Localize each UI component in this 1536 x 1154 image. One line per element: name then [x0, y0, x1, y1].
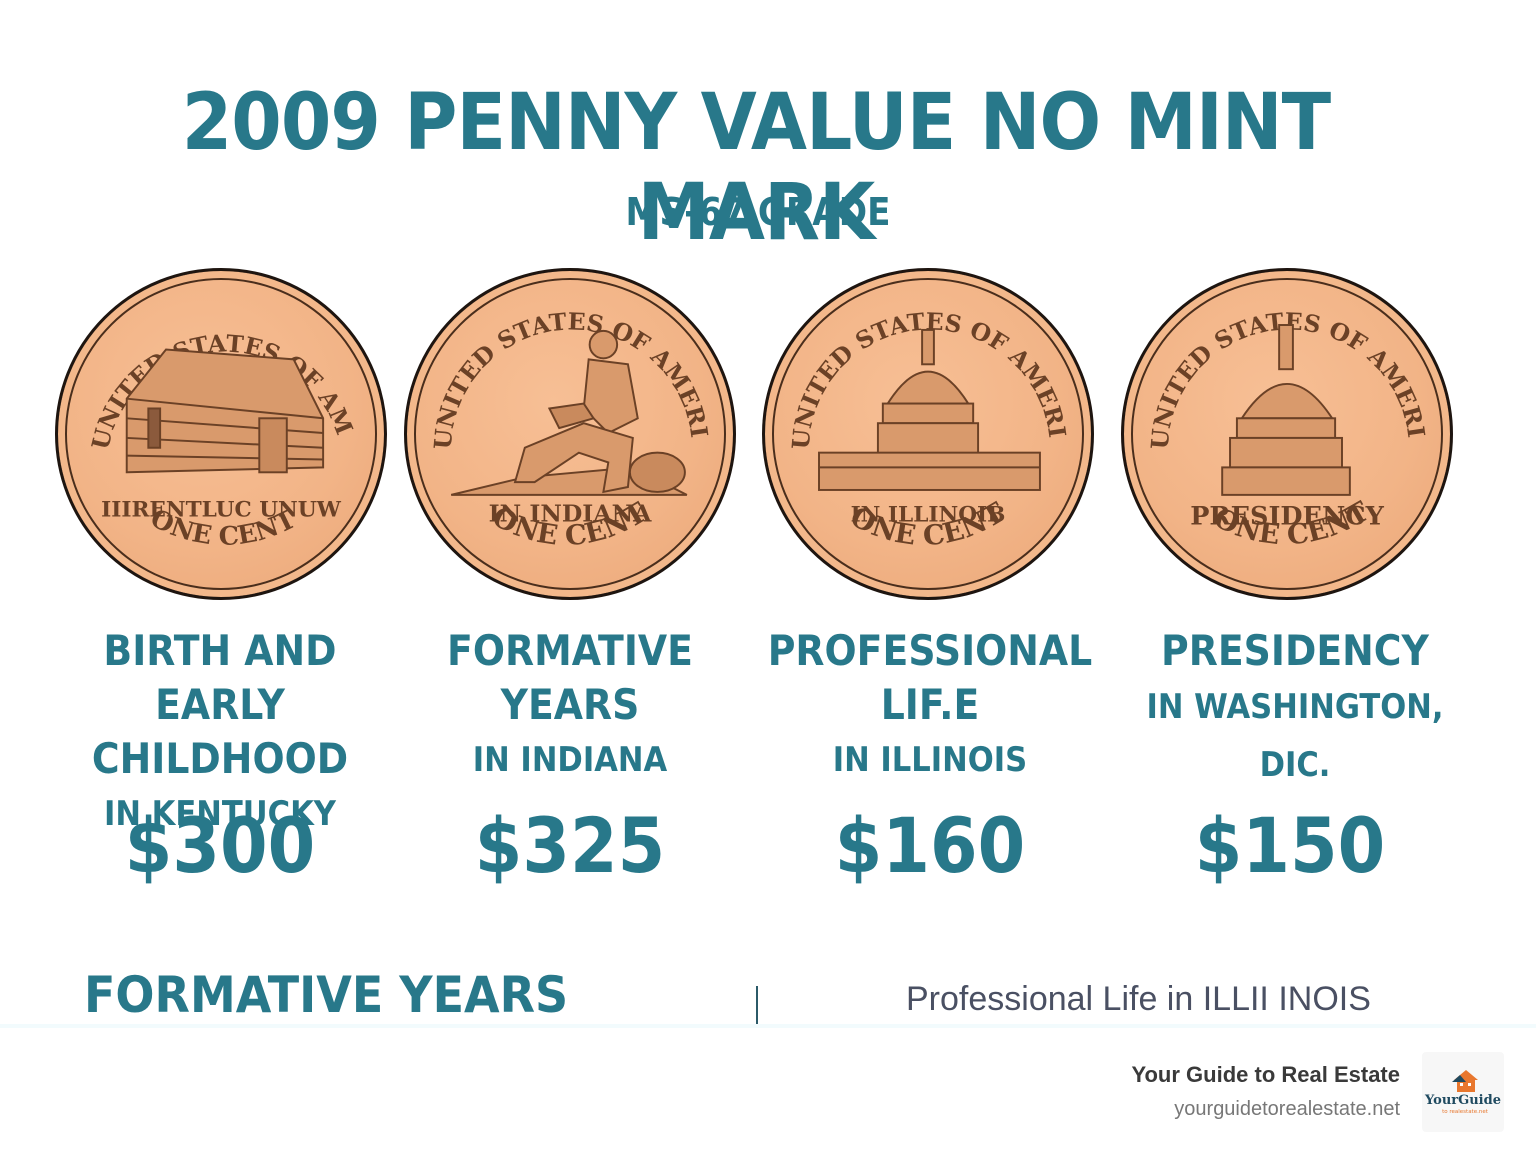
coin-label-presidency: PRESIDENCY IN WASHINGTON, DIC.	[1146, 626, 1444, 785]
capitol-building-icon: UNITED STATES OF AMERICA IN ILLINOIB ONE…	[765, 271, 1071, 552]
svg-text:YourGuide: YourGuide	[1424, 1093, 1501, 1108]
price-indiana: $325	[474, 801, 666, 890]
capitol-dome-icon: UNITED STATES OF AMERICA PRESIDENCY ONE …	[1124, 271, 1430, 551]
lincoln-reading-icon: UNITED STATES OF AMERICA IN INDIANA ONE …	[407, 271, 713, 552]
footer-band	[0, 1024, 1536, 1028]
footer-divider	[756, 986, 758, 1024]
coin-label-illinois: PROFESSIONAL LIF.E IN ILLINOIS	[767, 626, 1093, 780]
svg-text:to realestate.net: to realestate.net	[1442, 1109, 1489, 1115]
coin-label-kentucky: BIRTH AND EARLY CHILDHOOD IN KENTUCKY	[91, 626, 349, 834]
house-logo-icon: YourGuide to realestate.net	[1424, 1070, 1501, 1115]
price-presidency: $150	[1194, 801, 1386, 890]
brand-logo[interactable]: YourGuide to realestate.net	[1422, 1052, 1504, 1132]
coin-indiana: UNITED STATES OF AMERICA IN INDIANA ONE …	[404, 268, 736, 600]
brand-name: Your Guide to Real Estate	[1131, 1062, 1400, 1087]
page-title: 2009 PENNY VALUE NO MINT MARK	[181, 78, 1331, 258]
footer-right-text: Professional Life in ILLII INOIS	[906, 980, 1371, 1018]
coin-presidency: UNITED STATES OF AMERICA PRESIDENCY ONE …	[1121, 268, 1453, 600]
svg-text:PRESIDENCY: PRESIDENCY	[1190, 501, 1384, 531]
brand-url[interactable]: yourguidetorealestate.net	[1174, 1098, 1400, 1120]
coin-label-indiana: FORMATIVE YEARS IN INDIANA	[447, 626, 693, 780]
price-illinois: $160	[834, 801, 1026, 890]
price-kentucky: $300	[124, 801, 316, 890]
footer-left-heading: FORMATIVE YEARS	[84, 966, 569, 1024]
svg-text:IIIRENTLUC UNUW: IIIRENTLUC UNUW	[101, 497, 341, 522]
coin-illinois: UNITED STATES OF AMERICA IN ILLINOIB ONE…	[762, 268, 1094, 600]
coin-kentucky: UNITED STATES OF AMERICA IIIRENTLUC UNUW…	[55, 268, 387, 600]
log-cabin-icon: UNITED STATES OF AMERICA IIIRENTLUC UNUW…	[58, 271, 358, 552]
page-subtitle: MS-67 GRADE	[625, 190, 891, 234]
svg-text:IN INDIANA: IN INDIANA	[489, 499, 653, 527]
svg-text:IN ILLINOIB: IN ILLINOIB	[851, 502, 1006, 527]
